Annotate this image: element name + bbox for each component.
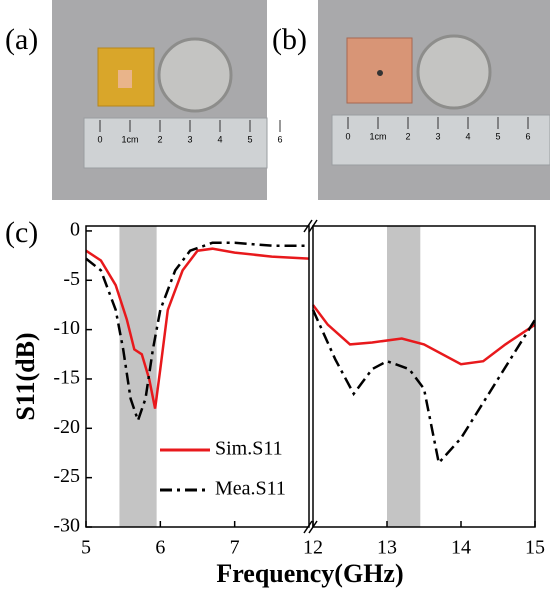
axes-frame <box>85 225 310 528</box>
ruler <box>331 114 550 166</box>
panel-label: (a) <box>5 23 38 56</box>
axis-break <box>303 520 313 534</box>
ruler-label: 5 <box>495 131 500 141</box>
axis-break <box>308 219 318 233</box>
series-line <box>312 304 536 366</box>
ruler-label: 2 <box>405 131 410 141</box>
ruler-label: 5 <box>247 134 252 144</box>
ruler-label: 3 <box>435 131 440 141</box>
series-line <box>85 247 310 409</box>
y-tick-label: 0 <box>70 219 80 241</box>
ruler-label: 1cm <box>121 134 138 144</box>
ruler-label: 3 <box>187 134 192 144</box>
y-tick-label: -15 <box>53 367 80 389</box>
coin <box>416 34 492 110</box>
legend-label: Mea.S11 <box>215 478 286 500</box>
axis-break <box>303 219 313 233</box>
patch <box>118 70 132 88</box>
y-tick-label: -30 <box>53 515 80 537</box>
x-tick-label: 7 <box>230 537 240 559</box>
series-line <box>311 309 537 466</box>
shaded-band <box>387 226 421 527</box>
y-tick-label: -10 <box>53 317 80 339</box>
ruler-label: 6 <box>525 131 530 141</box>
axes-frame <box>312 225 536 528</box>
ruler-label: 4 <box>217 134 222 144</box>
panel-label: (c) <box>5 216 38 249</box>
y-axis-label: S11(dB) <box>11 332 40 420</box>
ruler-label: 0 <box>345 131 350 141</box>
panel-label: (b) <box>272 23 307 56</box>
ruler-label: 4 <box>465 131 470 141</box>
y-tick-label: -20 <box>53 416 80 438</box>
axis-break <box>308 520 318 534</box>
ruler-label: 0 <box>97 134 102 144</box>
ruler-label: 1cm <box>369 131 386 141</box>
y-tick-label: -25 <box>53 465 80 487</box>
ruler <box>83 117 268 169</box>
x-axis-label: Frequency(GHz) <box>216 559 403 588</box>
photo-a <box>52 0 267 200</box>
ruler-label: 6 <box>277 134 282 144</box>
coin <box>157 37 233 113</box>
y-tick-label: -5 <box>63 268 80 290</box>
legend-label: Sim.S11 <box>215 438 283 460</box>
x-tick-label: 5 <box>81 537 91 559</box>
feed-point <box>377 70 383 76</box>
x-tick-label: 15 <box>525 537 545 559</box>
ruler-label: 2 <box>157 134 162 144</box>
x-tick-label: 14 <box>451 537 471 559</box>
shaded-band <box>119 226 157 527</box>
x-tick-label: 13 <box>377 537 397 559</box>
series-line <box>85 241 309 425</box>
x-tick-label: 12 <box>303 537 323 559</box>
x-tick-label: 6 <box>155 537 165 559</box>
